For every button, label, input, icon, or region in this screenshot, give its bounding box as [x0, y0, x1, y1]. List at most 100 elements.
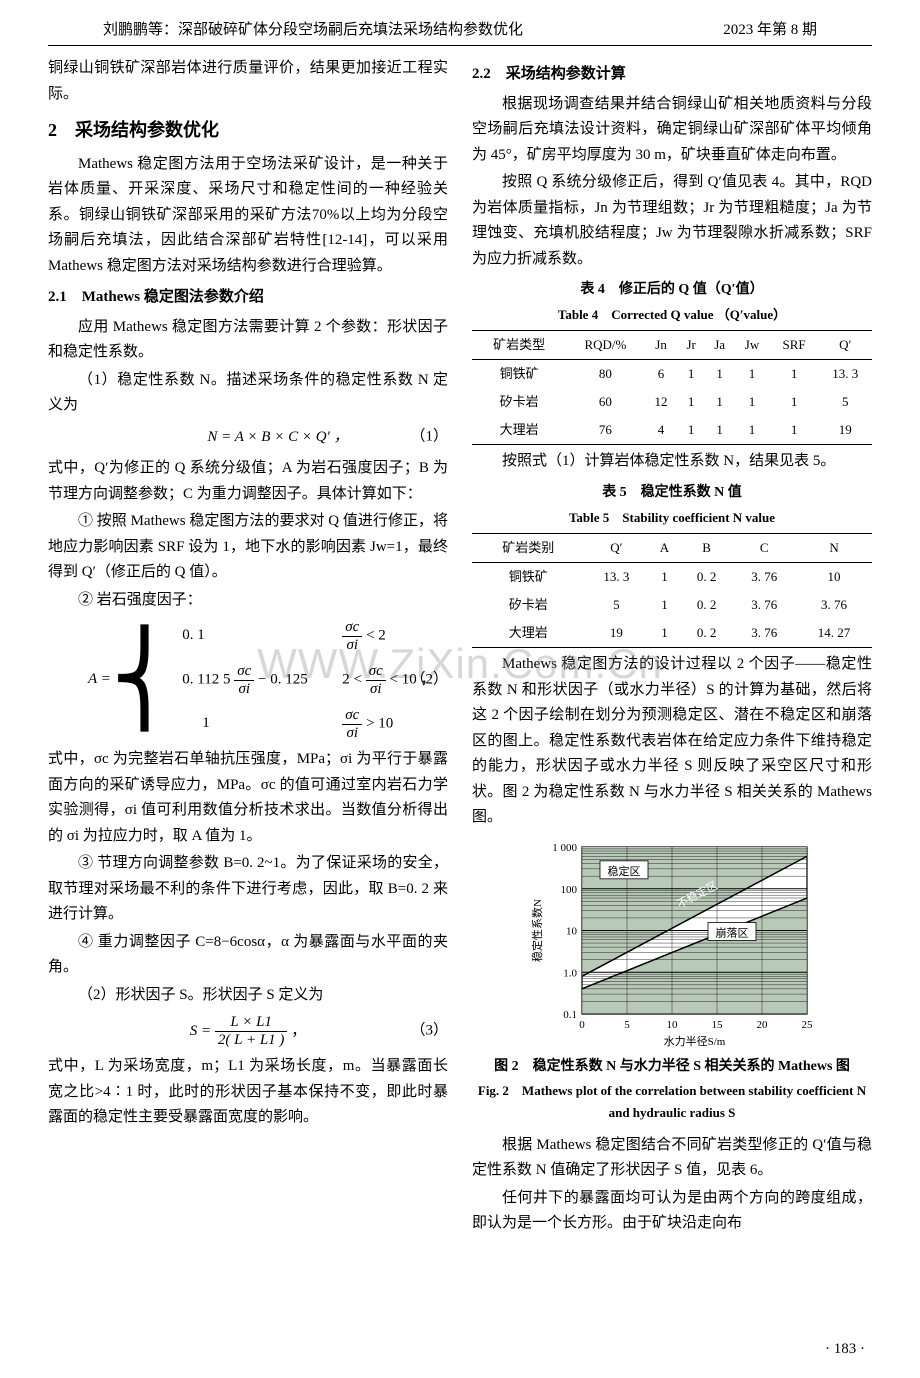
equation-3: S = L × L12( L + L1 ) ， （3） — [48, 1014, 448, 1048]
svg-text:15: 15 — [712, 1019, 724, 1031]
r-p3: 按照式（1）计算岩体稳定性系数 N，结果见表 5。 — [472, 449, 872, 475]
fig2-caption-en: Fig. 2 Mathews plot of the correlation b… — [472, 1080, 872, 1124]
header-left: 刘鹏鹏等：深部破碎矿体分段空场嗣后充填法采场结构参数优化 — [103, 18, 523, 39]
table-row: 铜铁矿13. 310. 23. 7610 — [472, 562, 872, 591]
svg-text:0: 0 — [579, 1019, 585, 1031]
table-header: A — [648, 533, 681, 562]
svg-text:1 000: 1 000 — [552, 842, 577, 854]
content: 铜绿山铜铁矿深部岩体进行质量评价，结果更加接近工程实际。 2 采场结构参数优化 … — [0, 46, 920, 1249]
table-cell: 3. 76 — [732, 619, 796, 648]
table-cell: 76 — [566, 416, 644, 445]
table-header: N — [796, 533, 872, 562]
svg-text:水力半径S/m: 水力半径S/m — [664, 1034, 726, 1048]
svg-text:稳定性系数N: 稳定性系数N — [530, 899, 544, 962]
r-p6: 任何井下的暴露面均可认为是由两个方向的跨度组成，即认为是一个长方形。由于矿块沿走… — [472, 1186, 872, 1237]
equation-1: N = A × B × C × Q′ ， （1） — [48, 425, 448, 451]
table-cell: 1 — [770, 416, 819, 445]
table-header: RQD/% — [566, 330, 644, 359]
table-cell: 19 — [584, 619, 648, 648]
brace-icon: ⎨ — [111, 644, 179, 716]
svg-text:崩落区: 崩落区 — [716, 925, 749, 939]
table-cell: 1 — [648, 591, 681, 619]
p-intro: 铜绿山铜铁矿深部岩体进行质量评价，结果更加接近工程实际。 — [48, 56, 448, 107]
svg-text:20: 20 — [757, 1019, 769, 1031]
p8: 式中，σc 为完整岩石单轴抗压强度，MPa；σi 为平行于暴露面方向的采矿诱导应… — [48, 747, 448, 849]
table-header: Ja — [705, 330, 735, 359]
heading-2-2: 2.2 采场结构参数计算 — [472, 62, 872, 88]
p5: 式中，Q′为修正的 Q 系统分级值；A 为岩石强度因子；B 为节理方向调整参数；… — [48, 456, 448, 507]
table-cell: 1 — [770, 388, 819, 416]
r-p4: Mathews 稳定图方法的设计过程以 2 个因子——稳定性系数 N 和形状因子… — [472, 652, 872, 831]
table-cell: 1 — [705, 388, 735, 416]
eq2-r3a: 1 — [182, 711, 342, 737]
header-right: 2023 年第 8 期 — [723, 18, 817, 39]
table-cell: 5 — [584, 591, 648, 619]
table-header: Jw — [734, 330, 769, 359]
svg-text:25: 25 — [802, 1019, 814, 1031]
fig2-caption: 图 2 稳定性系数 N 与水力半径 S 相关关系的 Mathews 图 — [472, 1055, 872, 1079]
heading-2-1: 2.1 Mathews 稳定图法参数介绍 — [48, 285, 448, 311]
eq2-r1a: 0. 1 — [182, 623, 342, 649]
p2: Mathews 稳定图方法用于空场法采矿设计，是一种关于岩体质量、开采深度、采场… — [48, 152, 448, 280]
table-cell: 1 — [678, 388, 705, 416]
svg-text:1.0: 1.0 — [563, 967, 577, 979]
r-p5: 根据 Mathews 稳定图结合不同矿岩类型修正的 Q′值与稳定性系数 N 值确… — [472, 1133, 872, 1184]
table-header: Q′ — [584, 533, 648, 562]
page-header: 刘鹏鹏等：深部破碎矿体分段空场嗣后充填法采场结构参数优化 2023 年第 8 期 — [48, 0, 872, 46]
svg-text:5: 5 — [624, 1019, 630, 1031]
eq3-num: （3） — [410, 1018, 448, 1044]
table-cell: 13. 3 — [584, 562, 648, 591]
table-header: Jr — [678, 330, 705, 359]
heading-2: 2 采场结构参数优化 — [48, 115, 448, 146]
eq2-r2a: 0. 112 5 σcσi − 0. 125 — [182, 663, 342, 697]
svg-text:10: 10 — [566, 925, 578, 937]
eq3-body: S = L × L12( L + L1 ) ， — [190, 1023, 306, 1039]
table-cell: 铜铁矿 — [472, 562, 584, 591]
table4-caption: 表 4 修正后的 Q 值（Q′值） — [472, 278, 872, 302]
table-header: Q′ — [819, 330, 872, 359]
table-5: 矿岩类别Q′ABCN 铜铁矿13. 310. 23. 7610矽卡岩510. 2… — [472, 533, 872, 648]
mathews-chart: 05101520250.11.0101001 000稳定区不稳定区崩落区水力半径… — [527, 839, 817, 1049]
table-cell: 4 — [645, 416, 678, 445]
table4-caption-en: Table 4 Corrected Q value （Q′value） — [472, 304, 872, 326]
table-cell: 1 — [648, 619, 681, 648]
table-cell: 1 — [734, 416, 769, 445]
table-header: Jn — [645, 330, 678, 359]
table-cell: 1 — [678, 359, 705, 388]
p11: （2）形状因子 S。形状因子 S 定义为 — [48, 983, 448, 1009]
table-cell: 14. 27 — [796, 619, 872, 648]
p3: 应用 Mathews 稳定图方法需要计算 2 个参数：形状因子和稳定性系数。 — [48, 315, 448, 366]
table-cell: 0. 2 — [681, 591, 733, 619]
eq2-r1b: σcσi < 2 — [342, 619, 386, 653]
right-column: 2.2 采场结构参数计算 根据现场调查结果并结合铜绿山矿相关地质资料与分段空场嗣… — [472, 56, 872, 1239]
page-number: · 183 · — [825, 1341, 865, 1358]
table-cell: 1 — [705, 359, 735, 388]
svg-text:0.1: 0.1 — [563, 1009, 577, 1021]
r-p1: 根据现场调查结果并结合铜绿山矿相关地质资料与分段空场嗣后充填法设计资料，确定铜绿… — [472, 92, 872, 169]
table-cell: 1 — [770, 359, 819, 388]
equation-2: A = ⎨ 0. 1 σcσi < 2 0. 112 5 σcσi − 0. 1… — [48, 619, 448, 741]
eq2-num: （2） — [410, 667, 448, 693]
p12: 式中，L 为采场宽度，m；L1 为采场长度，m。当暴露面长宽之比>4∶1 时，此… — [48, 1054, 448, 1131]
table-cell: 13. 3 — [819, 359, 872, 388]
table-cell: 矽卡岩 — [472, 388, 566, 416]
svg-text:稳定区: 稳定区 — [608, 863, 641, 877]
table-cell: 1 — [678, 416, 705, 445]
table-4: 矿岩类型RQD/%JnJrJaJwSRFQ′ 铜铁矿806111113. 3矽卡… — [472, 330, 872, 445]
table-header: C — [732, 533, 796, 562]
svg-text:100: 100 — [561, 883, 578, 895]
table-header: SRF — [770, 330, 819, 359]
table-cell: 0. 2 — [681, 562, 733, 591]
table-cell: 大理岩 — [472, 416, 566, 445]
table-header: 矿岩类别 — [472, 533, 584, 562]
eq2-r3b: σcσi > 10 — [342, 707, 393, 741]
table-cell: 1 — [734, 359, 769, 388]
svg-text:10: 10 — [667, 1019, 679, 1031]
table-cell: 1 — [705, 416, 735, 445]
table-row: 大理岩764111119 — [472, 416, 872, 445]
table-row: 铜铁矿806111113. 3 — [472, 359, 872, 388]
p6: ① 按照 Mathews 稳定图方法的要求对 Q 值进行修正，将地应力影响因素 … — [48, 509, 448, 586]
table-cell: 60 — [566, 388, 644, 416]
table5-caption: 表 5 稳定性系数 N 值 — [472, 481, 872, 505]
p4: （1）稳定性系数 N。描述采场条件的稳定性系数 N 定义为 — [48, 368, 448, 419]
